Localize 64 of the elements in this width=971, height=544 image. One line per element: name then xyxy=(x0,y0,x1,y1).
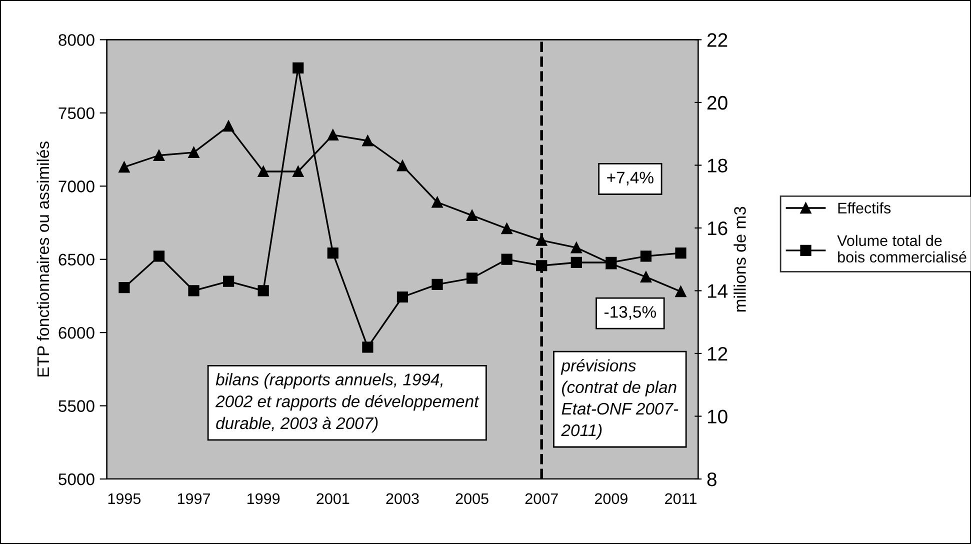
y-axis-title: ETP fonctionnaires ou assimilés xyxy=(36,142,50,376)
annotation: bilans (rapports annuels, 1994, 2002 et rapports de développement durable, 2003 à 2007) xyxy=(215,373,480,432)
y-tick-label: 6500 xyxy=(58,254,94,266)
y2-tick-label: 16 xyxy=(708,221,728,236)
point xyxy=(675,286,686,298)
y2-tick-label: 8 xyxy=(707,472,716,486)
point xyxy=(188,285,200,296)
y-tick-label: 5500 xyxy=(58,400,94,412)
x-tick-label: 1999 xyxy=(248,493,280,504)
point xyxy=(327,129,338,140)
x-tick-label: 2001 xyxy=(316,493,350,504)
point xyxy=(258,166,269,178)
y2-tick-label: 12 xyxy=(708,346,728,361)
point xyxy=(223,276,234,287)
y-tick-label: 8000 xyxy=(58,34,94,46)
point xyxy=(362,342,374,353)
point xyxy=(292,62,304,74)
annotation: -13,5% xyxy=(604,306,656,320)
point xyxy=(466,210,478,221)
point xyxy=(536,260,548,272)
point xyxy=(362,135,374,146)
legend-label: Volume total de bois commercialisé xyxy=(837,234,966,263)
y2-tick-label: 18 xyxy=(708,158,728,172)
point xyxy=(153,150,165,161)
point xyxy=(640,271,652,282)
x-tick-label: 2009 xyxy=(594,493,628,504)
point xyxy=(466,272,478,284)
y-tick-label: 5000 xyxy=(58,473,94,486)
point xyxy=(536,234,548,246)
point xyxy=(396,291,408,303)
x-tick-label: 2007 xyxy=(525,493,558,504)
point xyxy=(432,196,443,208)
y-tick-label: 6000 xyxy=(58,326,94,339)
point xyxy=(223,120,234,132)
annotation: prévisions (contrat de plan Etat-ONF 2007- 2011) xyxy=(560,359,678,440)
x-tick-label: 2011 xyxy=(665,493,696,504)
y-tick-label: 7000 xyxy=(58,180,94,192)
y2-axis-title: millions de m3 xyxy=(734,206,746,312)
y2-tick-label: 22 xyxy=(707,33,728,47)
y-tick-label: 7500 xyxy=(58,107,94,120)
point xyxy=(432,278,443,290)
annotation: +7,4% xyxy=(607,172,654,186)
y2-tick-label: 14 xyxy=(708,284,728,298)
x-tick-label: 1995 xyxy=(108,493,141,504)
point xyxy=(153,250,165,262)
point xyxy=(501,254,512,265)
point xyxy=(292,166,304,178)
point xyxy=(396,160,408,172)
x-tick-label: 2005 xyxy=(456,493,488,504)
point xyxy=(188,146,200,158)
point xyxy=(570,242,582,254)
point xyxy=(258,285,269,296)
point xyxy=(118,282,130,294)
point xyxy=(118,162,130,173)
y2-tick-label: 20 xyxy=(707,96,728,110)
point xyxy=(501,223,512,234)
point xyxy=(675,248,686,259)
point xyxy=(640,250,652,262)
legend-label: Effectifs xyxy=(838,202,891,214)
point xyxy=(570,256,582,268)
point xyxy=(327,248,338,259)
y2-tick-label: 10 xyxy=(708,410,728,424)
x-tick-label: 1997 xyxy=(178,493,210,504)
x-tick-label: 2003 xyxy=(386,493,419,504)
